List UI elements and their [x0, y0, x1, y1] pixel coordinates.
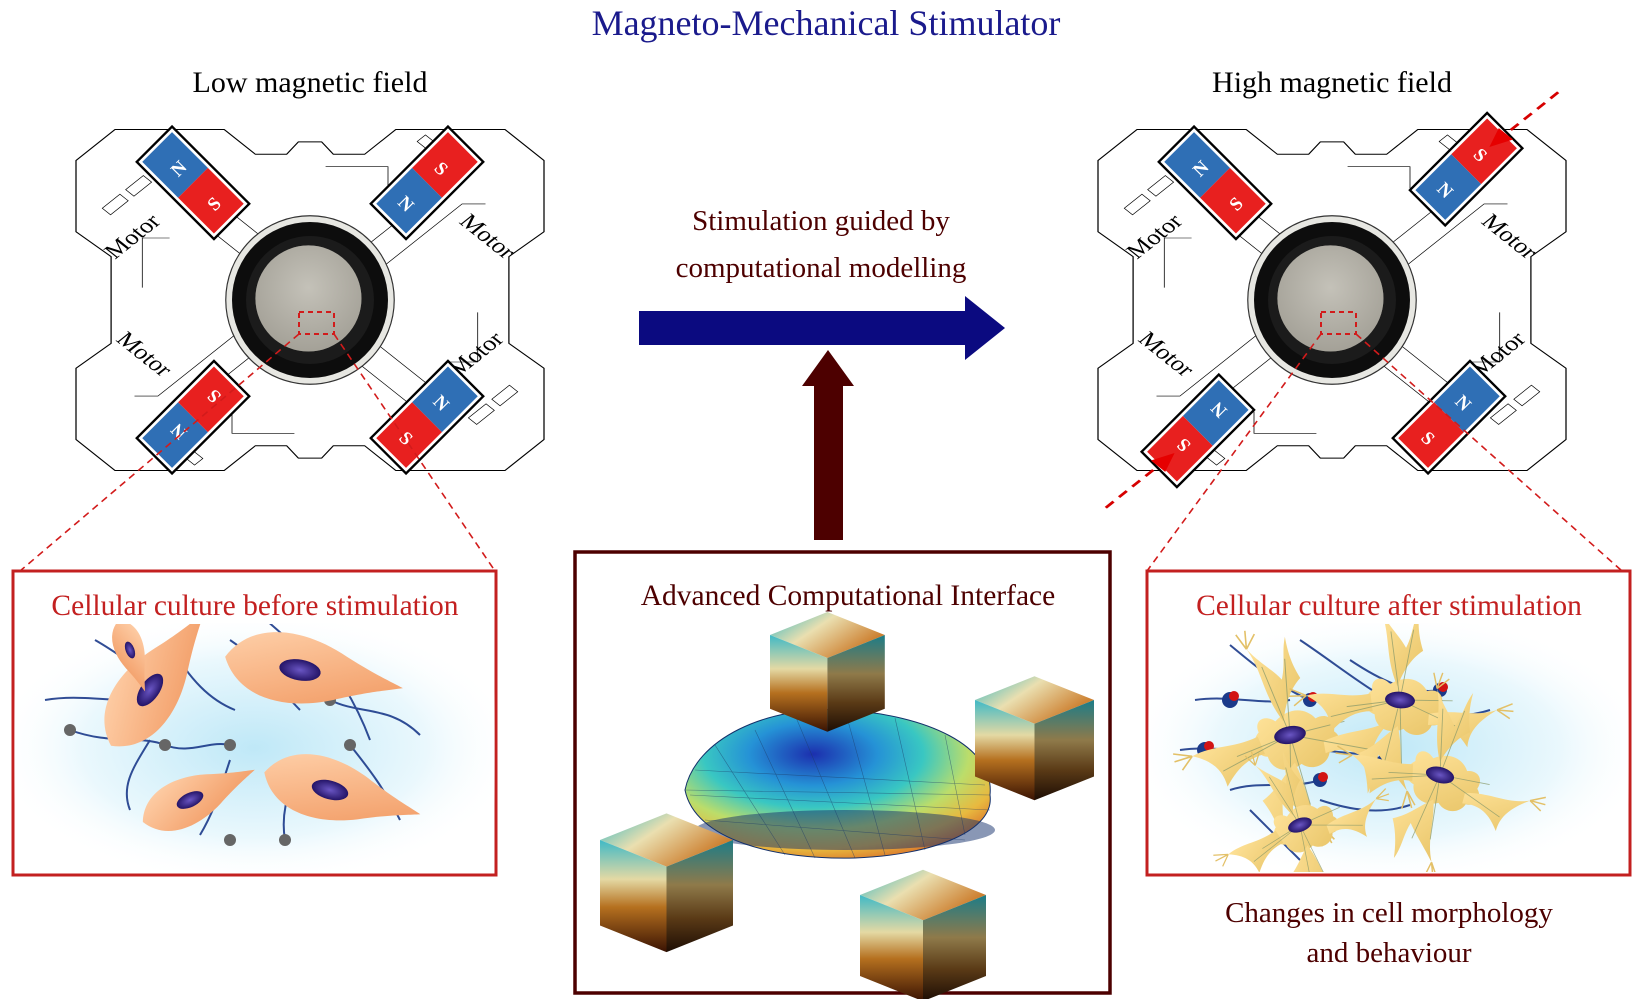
svg-text:Cellular culture after stimula: Cellular culture after stimulation [1196, 590, 1582, 622]
svg-text:High magnetic field: High magnetic field [1212, 66, 1452, 99]
svg-text:and behaviour: and behaviour [1306, 937, 1471, 969]
svg-text:Low magnetic field: Low magnetic field [193, 66, 428, 99]
svg-text:computational modelling: computational modelling [676, 252, 967, 284]
svg-text:Stimulation guided by: Stimulation guided by [692, 205, 950, 237]
svg-text:Cellular culture before stimul: Cellular culture before stimulation [51, 590, 458, 622]
svg-text:Magneto-Mechanical Stimulator: Magneto-Mechanical Stimulator [592, 3, 1061, 43]
svg-text:Changes in cell morphology: Changes in cell morphology [1225, 897, 1553, 929]
svg-text:Advanced Computational Interfa: Advanced Computational Interface [641, 580, 1055, 612]
